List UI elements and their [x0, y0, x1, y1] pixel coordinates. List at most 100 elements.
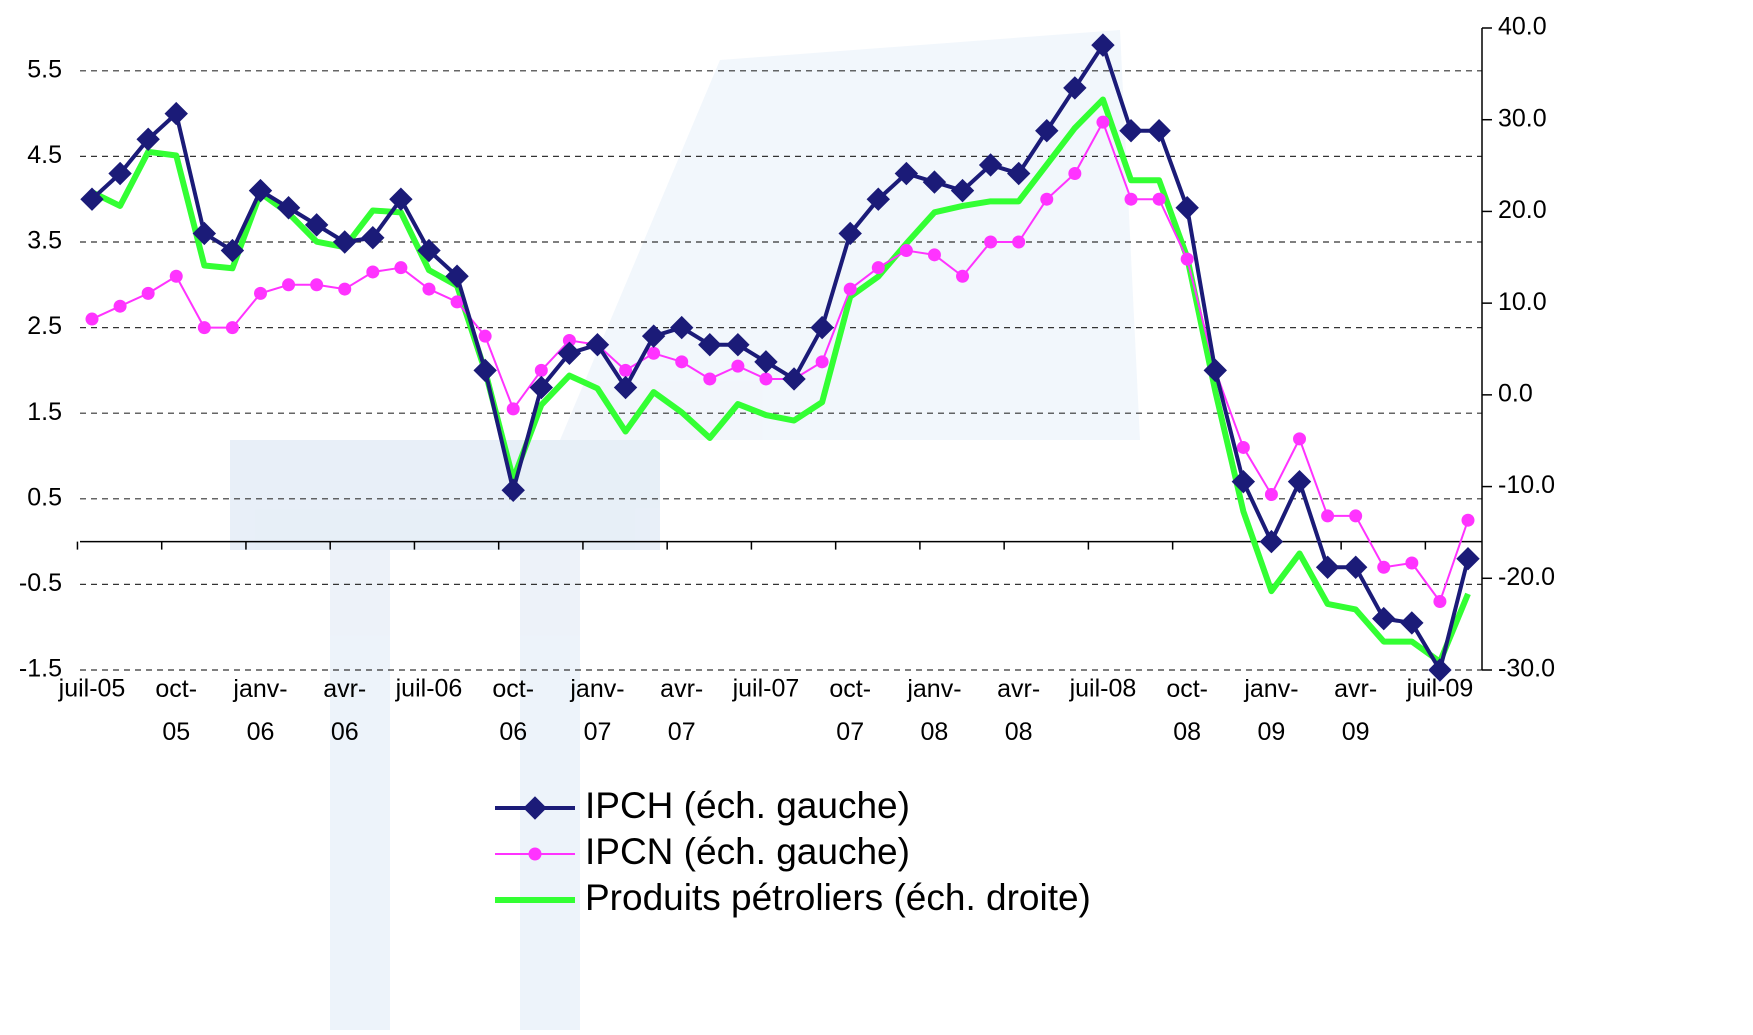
x-tick-label: janv-06	[232, 675, 287, 746]
marker	[1293, 432, 1307, 446]
y-tick-label: -0.5	[19, 569, 62, 597]
marker	[1264, 488, 1278, 502]
marker	[1321, 509, 1335, 523]
y2-tick-label: 20.0	[1498, 196, 1547, 224]
marker	[978, 153, 1003, 177]
marker	[894, 161, 919, 186]
marker	[1119, 119, 1143, 143]
y-tick-label: 2.5	[27, 312, 62, 340]
marker	[1012, 235, 1026, 249]
marker	[1124, 192, 1138, 206]
marker	[248, 178, 273, 203]
marker	[1231, 469, 1256, 494]
x-tick-label: juil-08	[1069, 675, 1137, 703]
marker	[169, 269, 183, 283]
legend-label: Produits pétroliers (éch. droite)	[585, 877, 1091, 918]
marker	[984, 235, 998, 249]
y2-tick-label: 30.0	[1498, 104, 1547, 132]
watermark-shape	[520, 550, 580, 1030]
marker	[282, 278, 296, 292]
marker	[698, 333, 722, 357]
marker	[1259, 529, 1284, 554]
marker	[641, 324, 666, 348]
marker	[1068, 167, 1082, 181]
y-tick-label: 1.5	[27, 398, 62, 426]
x-tick-label: oct-07	[829, 675, 871, 746]
x-tick-label: avr-08	[997, 675, 1040, 746]
marker	[670, 315, 694, 340]
y-tick-label: -1.5	[19, 655, 62, 683]
x-tick-label: oct-05	[155, 675, 197, 746]
marker	[220, 238, 245, 263]
marker	[192, 221, 217, 246]
marker	[450, 295, 464, 309]
x-tick-label: avr-06	[323, 675, 366, 746]
marker	[675, 355, 689, 369]
legend-label: IPCH (éch. gauche)	[585, 785, 910, 826]
marker	[136, 127, 160, 151]
y2-tick-label: -30.0	[1498, 655, 1555, 683]
marker	[703, 372, 717, 386]
marker	[1377, 560, 1391, 574]
marker	[361, 226, 385, 250]
marker	[304, 213, 329, 237]
marker	[726, 333, 750, 357]
marker	[731, 359, 745, 373]
marker	[1315, 555, 1340, 579]
x-tick-label: avr-07	[660, 675, 703, 746]
watermark-shape	[330, 550, 390, 1030]
y-tick-label: 0.5	[27, 483, 62, 511]
marker	[417, 238, 441, 263]
marker	[394, 261, 408, 275]
marker	[1236, 440, 1250, 454]
y2-tick-label: -10.0	[1498, 471, 1555, 499]
marker	[85, 312, 99, 326]
marker	[108, 161, 132, 186]
marker	[899, 244, 913, 258]
x-tick-label: juil-07	[732, 675, 800, 703]
marker	[333, 230, 357, 254]
marker	[613, 375, 638, 400]
marker	[1063, 76, 1087, 100]
marker	[1006, 161, 1031, 186]
y-tick-label: 5.5	[27, 55, 62, 83]
y2-tick-label: 40.0	[1498, 13, 1547, 41]
marker	[557, 341, 582, 365]
marker	[473, 358, 497, 383]
marker	[534, 363, 548, 377]
plot-area: -1.5 -0.5 0.5 1.5 2.5 3.5 4.5 5.5 -30.0 -20.0 -10.…	[19, 13, 1555, 746]
watermark-shape	[230, 440, 660, 550]
marker	[1287, 469, 1312, 494]
x-tick-label: avr-09	[1334, 675, 1377, 746]
marker	[1175, 196, 1199, 220]
y2-tick-label: 0.0	[1498, 379, 1533, 407]
x-tick-label: juil-05	[58, 675, 126, 703]
y-tick-label: 4.5	[27, 141, 62, 169]
marker	[276, 196, 301, 220]
marker	[164, 101, 188, 126]
marker	[922, 170, 947, 194]
x-tick-label: janv-09	[1243, 675, 1298, 746]
marker	[1400, 611, 1424, 635]
marker	[1405, 556, 1419, 570]
marker	[1428, 658, 1452, 682]
marker	[1343, 555, 1368, 579]
x-tick-label: juil-06	[395, 675, 463, 703]
marker	[1349, 509, 1363, 523]
marker	[141, 286, 155, 300]
marker	[389, 187, 413, 211]
marker	[1152, 192, 1166, 206]
marker	[338, 282, 352, 296]
marker	[113, 299, 127, 313]
marker	[225, 321, 239, 335]
marker	[782, 367, 806, 391]
marker	[310, 278, 324, 292]
marker	[619, 363, 633, 377]
y2-tick-label: -20.0	[1498, 563, 1555, 591]
marker	[562, 333, 576, 347]
marker	[866, 187, 890, 211]
marker	[1147, 119, 1171, 143]
marker	[1433, 595, 1447, 609]
marker	[445, 264, 469, 288]
